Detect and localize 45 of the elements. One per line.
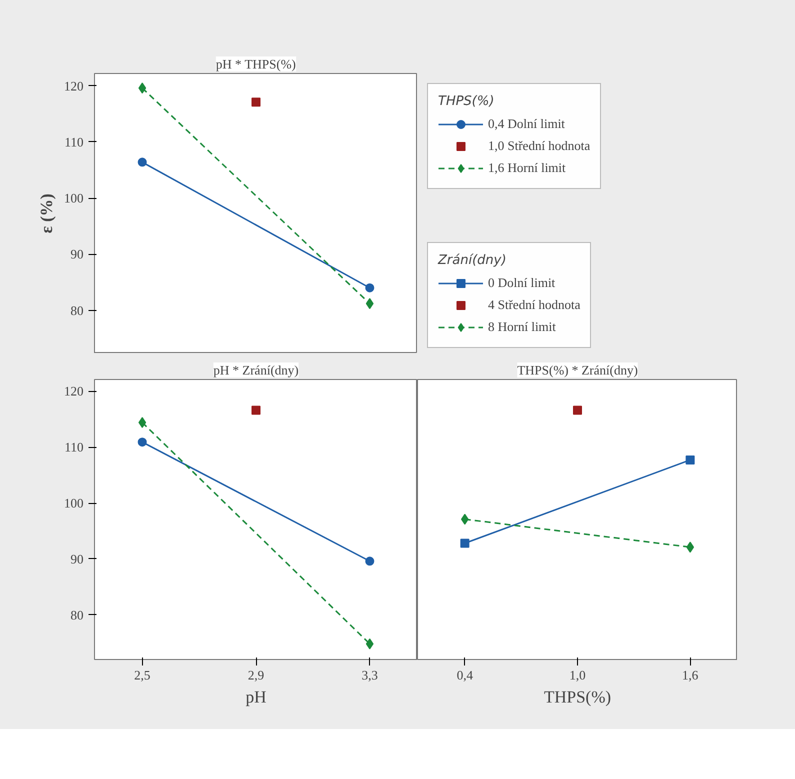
y-tick-label: 90 — [70, 246, 84, 262]
legend-label: 1,6 Horní limit — [488, 160, 566, 176]
point — [252, 406, 260, 415]
point — [138, 82, 146, 94]
point — [686, 542, 694, 553]
point — [365, 556, 374, 566]
y-tick-label: 100 — [64, 496, 84, 511]
y-tick-label: 90 — [70, 551, 84, 566]
point — [138, 158, 147, 167]
y-tick-label: 110 — [64, 134, 84, 150]
point — [686, 455, 695, 464]
point — [460, 514, 469, 525]
chart-title: pH * Zrání(dny) — [213, 362, 299, 378]
chart-title: THPS(%) * Zrání(dny) — [517, 362, 638, 378]
legend-title: Zrání(dny) — [438, 253, 508, 268]
legend-label: 8 Horní limit — [488, 319, 556, 335]
point — [252, 98, 260, 107]
x-tick-label: 1,6 — [682, 668, 699, 682]
x-tick-label: 2,9 — [248, 668, 264, 682]
x-axis-title: THPS(%) — [544, 688, 612, 706]
y-tick-label: 120 — [64, 78, 84, 94]
y-tick-label: 110 — [64, 440, 84, 455]
point — [366, 298, 374, 310]
legend-label: 0 Dolní limit — [488, 275, 556, 291]
x-tick-label: 1,0 — [569, 668, 586, 682]
point — [365, 283, 374, 292]
y-tick-label: 120 — [64, 384, 84, 399]
y-tick-label: 80 — [70, 302, 84, 318]
point — [460, 538, 470, 548]
point — [573, 406, 582, 415]
x-tick-label: 2,5 — [134, 668, 150, 682]
chart-title: pH * THPS(%) — [216, 56, 296, 72]
point — [366, 638, 374, 650]
x-axis-title: pH — [246, 688, 266, 706]
point — [138, 438, 147, 447]
y-tick-label: 100 — [64, 190, 84, 206]
legend-label: 4 Střední hodnota — [488, 297, 580, 313]
x-tick-label: 3,3 — [362, 668, 378, 682]
legend-label: 1,0 Střední hodnota — [488, 138, 590, 154]
legend-title: THPS(%) — [438, 94, 496, 109]
point — [138, 417, 146, 428]
legend-label: 0,4 Dolní limit — [488, 116, 565, 132]
y-axis-title: ε (%) — [37, 194, 56, 234]
x-tick-label: 0,4 — [456, 668, 474, 682]
y-tick-label: 80 — [70, 607, 84, 622]
